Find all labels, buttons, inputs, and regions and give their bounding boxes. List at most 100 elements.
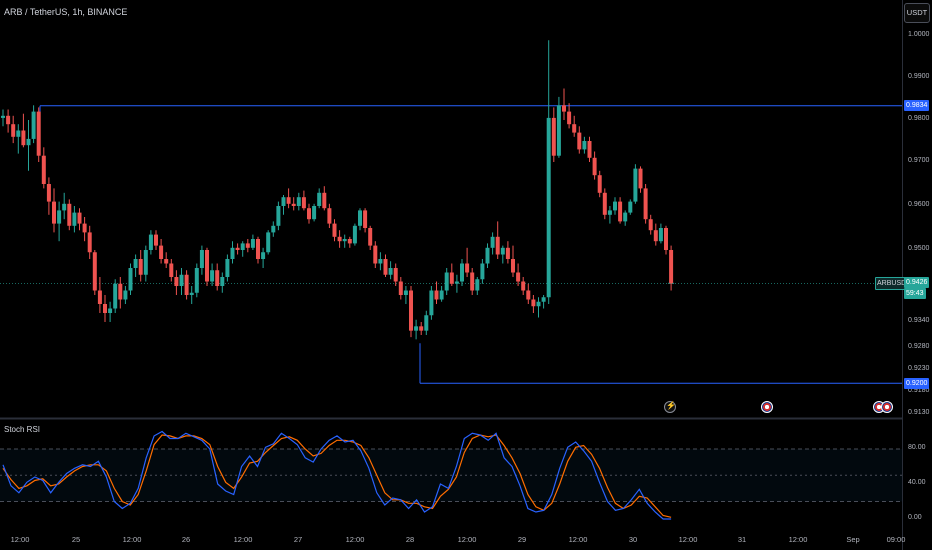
price-axis-label: 0.9700: [908, 157, 930, 164]
currency-button[interactable]: USDT: [904, 3, 930, 23]
time-axis-label: 25: [71, 535, 81, 544]
candle-body: [21, 130, 26, 146]
candle-body: [205, 250, 209, 282]
candle-body: [113, 283, 118, 309]
candle-body: [276, 206, 281, 226]
candle-body: [388, 268, 393, 275]
osc-label-80: 80.00: [908, 444, 926, 451]
event-us-flag-icon[interactable]: [881, 401, 893, 413]
candle-body: [449, 272, 454, 284]
time-axis-label: 12:00: [678, 535, 698, 544]
candle-body: [342, 239, 347, 242]
candle-body: [296, 197, 301, 206]
price-axis-label: 0.9180: [908, 387, 930, 394]
candle-body: [281, 197, 286, 206]
candle-body: [31, 111, 36, 139]
candle-body: [57, 210, 62, 224]
candle-body: [475, 279, 480, 291]
candle-body: [582, 141, 587, 150]
candle-body: [419, 326, 424, 331]
candle-body: [347, 239, 352, 244]
candle-body: [235, 247, 240, 250]
candle-body: [383, 259, 388, 275]
candle-body: [133, 259, 138, 268]
candle-body: [6, 115, 11, 125]
candle-body: [429, 290, 434, 316]
time-axis-label: 30: [628, 535, 638, 544]
candle-body: [250, 239, 255, 248]
candle-body: [36, 111, 41, 156]
candle-body: [358, 210, 362, 226]
candle-body: [623, 212, 628, 222]
symbol-tag: ARBUSDT: [875, 277, 913, 290]
osc-label-40: 40.00: [908, 479, 926, 486]
last-price-tag: 0.9426: [904, 277, 930, 288]
candle-body: [378, 259, 383, 264]
candle-body: [403, 290, 408, 295]
candle-body: [11, 124, 16, 137]
event-us-flag-icon[interactable]: [761, 401, 773, 413]
candle-body: [108, 308, 113, 313]
candle-body: [26, 138, 31, 146]
candle-body: [511, 259, 515, 273]
candle-body: [148, 234, 153, 250]
candle-body: [52, 201, 56, 224]
price-axis-label: 0.9280: [908, 343, 930, 350]
candle-body: [363, 210, 368, 228]
candle-body: [230, 247, 235, 259]
oscillator-title[interactable]: Stoch RSI: [4, 425, 41, 434]
candlestick-series: [1, 40, 674, 340]
candle-body: [97, 290, 102, 304]
price-axis-label: 0.9230: [908, 365, 930, 372]
grid-layer: [0, 0, 903, 550]
candle-body: [597, 175, 602, 193]
candle-body: [352, 225, 357, 244]
candle-body: [562, 105, 566, 112]
candle-body: [46, 184, 51, 202]
time-axis-label: 29: [517, 535, 527, 544]
resistance-price-tag: 0.9834: [904, 100, 930, 112]
candle-body: [500, 247, 505, 255]
stoch-rsi-plot: [0, 430, 902, 520]
candle-body: [628, 201, 633, 213]
support-price-tag: 0.9200: [904, 377, 930, 389]
candle-body: [154, 234, 158, 246]
candle-body: [577, 132, 582, 150]
candle-body: [194, 268, 199, 293]
price-axis-label: 0.9800: [908, 115, 930, 122]
candle-body: [536, 301, 541, 307]
candle-body: [266, 232, 271, 253]
time-axis-label: 31: [737, 535, 747, 544]
event-flash-icon[interactable]: [664, 401, 676, 413]
candle-body: [301, 197, 306, 209]
candle-body: [531, 299, 536, 307]
price-levels: [0, 105, 902, 384]
candle-body: [541, 297, 546, 302]
symbol-title[interactable]: ARB / TetherUS, 1h, BINANCE: [4, 7, 128, 17]
candle-body: [587, 141, 592, 158]
time-axis-label: 12:00: [345, 535, 365, 544]
candle-body: [337, 236, 342, 242]
candle-body: [159, 245, 164, 259]
candle-body: [271, 225, 276, 233]
candle-body: [368, 228, 373, 246]
candle-body: [128, 268, 133, 291]
price-axis-label: 0.9130: [908, 409, 930, 416]
candle-body: [82, 223, 87, 233]
candle-body: [322, 192, 327, 209]
candle-body: [373, 245, 378, 264]
candle-body: [245, 243, 250, 248]
candle-body: [607, 210, 612, 215]
candle-body: [556, 105, 561, 156]
candle-body: [179, 274, 184, 286]
candle-body: [169, 263, 174, 277]
candle-body: [551, 117, 556, 156]
candle-body: [67, 203, 72, 226]
candle-body: [643, 188, 648, 220]
candle-body: [526, 290, 531, 300]
candle-body: [664, 228, 668, 250]
candle-body: [225, 259, 230, 277]
candle-body: [567, 111, 572, 125]
candle-body: [424, 315, 429, 331]
